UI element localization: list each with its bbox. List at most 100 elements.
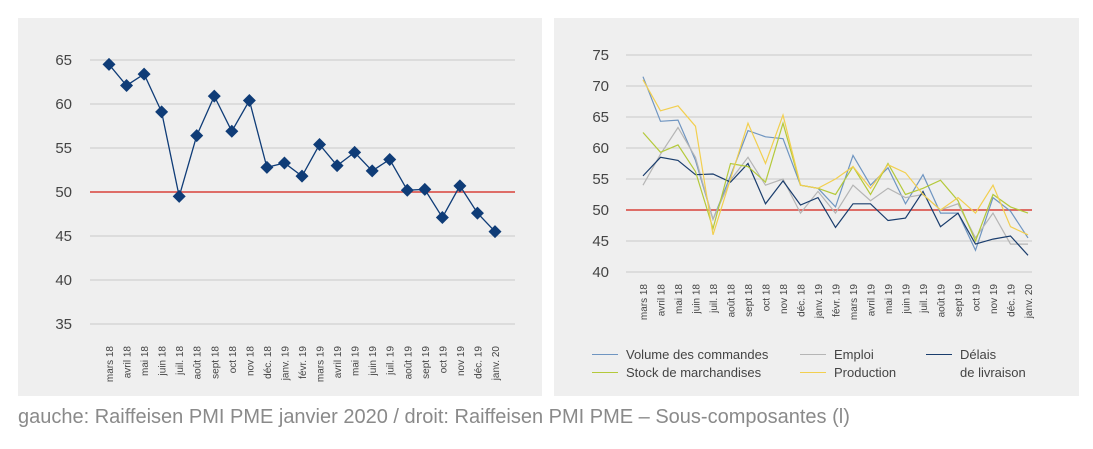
- left-point-5: [190, 129, 204, 143]
- left-xtick-13: avril 19: [333, 346, 344, 379]
- left-xtick-21: déc. 19: [473, 346, 484, 379]
- right-xtick-18: sept 19: [954, 284, 965, 317]
- right-xtick-13: avril 19: [867, 284, 878, 317]
- left-xtick-22: janv. 20: [491, 346, 502, 382]
- left-xtick-20: nov 19: [456, 346, 467, 376]
- left-xtick-17: août 19: [403, 346, 414, 380]
- right-ytick-45: 45: [592, 233, 609, 250]
- right-xtick-11: févr. 19: [832, 284, 843, 317]
- left-xtick-6: sept 18: [210, 346, 221, 379]
- left-point-13: [330, 159, 344, 173]
- left-xtick-16: juil. 19: [386, 346, 397, 376]
- left-point-3: [155, 105, 169, 119]
- left-point-6: [207, 89, 221, 103]
- legend-swatch-emploi: [800, 354, 826, 355]
- left-point-22: [488, 225, 502, 239]
- left-chart: 35 40 45 50 55 60 65 mars 18 avril 18 mai 18 juin …: [55, 52, 515, 383]
- left-point-14: [348, 145, 362, 159]
- right-xtick-12: mars 19: [849, 284, 860, 321]
- right-xtick-19: oct 19: [972, 284, 983, 312]
- right-ytick-55: 55: [592, 171, 609, 188]
- left-point-8: [242, 93, 256, 107]
- left-xtick-5: août 18: [193, 346, 204, 380]
- right-xtick-22: janv. 20: [1024, 284, 1035, 320]
- right-chart-panel: 40 45 50 55 60 65 70 75 mars 18 avril 18 mai 18 jui…: [554, 18, 1079, 396]
- right-xtick-4: juil. 18: [709, 284, 720, 314]
- left-xtick-12: mars 19: [316, 346, 327, 383]
- right-ytick-75: 75: [592, 47, 609, 64]
- figure-caption: gauche: Raiffeisen PMI PME janvier 2020 …: [18, 406, 850, 428]
- left-point-7: [225, 124, 239, 138]
- left-xtick-0: mars 18: [105, 346, 116, 383]
- left-xtick-10: janv. 19: [280, 346, 291, 382]
- right-xtick-20: nov 19: [989, 284, 1000, 314]
- right-xtick-5: août 18: [727, 284, 738, 318]
- left-point-1: [120, 79, 134, 93]
- right-xtick-2: mai 18: [674, 284, 685, 314]
- left-ytick-55: 55: [55, 140, 72, 157]
- left-point-15: [365, 164, 379, 178]
- left-xtick-18: sept 19: [421, 346, 432, 379]
- right-xtick-14: mai 19: [884, 284, 895, 314]
- legend-label-production: Production: [834, 365, 897, 380]
- left-point-17: [400, 183, 414, 197]
- right-xtick-15: juin 19: [902, 284, 913, 315]
- right-ytick-65: 65: [592, 109, 609, 126]
- right-xtick-9: déc. 18: [797, 284, 808, 317]
- left-xtick-19: oct 19: [438, 346, 449, 374]
- legend-label-delais: Délais: [960, 347, 997, 362]
- left-point-20: [453, 179, 467, 193]
- left-point-9: [260, 160, 274, 174]
- left-point-0: [102, 57, 116, 71]
- right-xtick-17: août 19: [937, 284, 948, 318]
- right-xtick-10: janv. 19: [814, 284, 825, 320]
- left-xtick-15: juin 19: [368, 346, 379, 377]
- legend-swatch-volume: [592, 354, 618, 355]
- right-series-line-2: [642, 156, 1029, 256]
- left-point-21: [470, 206, 484, 220]
- right-series-line-4: [642, 79, 1029, 236]
- left-chart-panel: 35 40 45 50 55 60 65 mars 18 avril 18 mai 18 juin …: [18, 18, 542, 396]
- right-xtick-16: juil. 19: [919, 284, 930, 314]
- left-xtick-7: oct 18: [228, 346, 239, 374]
- left-point-10: [277, 156, 291, 170]
- legend-label-volume: Volume des commandes: [626, 347, 769, 362]
- legend-swatch-stock: [592, 372, 618, 373]
- left-point-11: [295, 169, 309, 183]
- right-xtick-7: oct 18: [762, 284, 773, 312]
- legend-swatch-delais: [926, 354, 952, 355]
- right-ytick-60: 60: [592, 140, 609, 157]
- right-ytick-40: 40: [592, 264, 609, 281]
- left-ytick-60: 60: [55, 96, 72, 113]
- left-xtick-3: juin 18: [158, 346, 169, 377]
- right-ytick-50: 50: [592, 202, 609, 219]
- left-point-12: [313, 137, 327, 151]
- right-ytick-70: 70: [592, 78, 609, 95]
- left-ytick-65: 65: [55, 52, 72, 69]
- left-ytick-45: 45: [55, 228, 72, 245]
- left-xtick-9: déc. 18: [263, 346, 274, 379]
- left-ytick-35: 35: [55, 316, 72, 333]
- right-xtick-8: nov 18: [779, 284, 790, 314]
- left-xtick-14: mai 19: [351, 346, 362, 376]
- left-point-16: [383, 152, 397, 166]
- legend-label-emploi: Emploi: [834, 347, 874, 362]
- right-xtick-6: sept 18: [744, 284, 755, 317]
- legend-label-stock: Stock de marchandises: [626, 365, 762, 380]
- right-series-line-3: [642, 121, 1029, 243]
- right-xtick-1: avril 18: [657, 284, 668, 317]
- left-point-19: [435, 211, 449, 225]
- left-ytick-40: 40: [55, 272, 72, 289]
- left-point-18: [418, 182, 432, 196]
- right-xtick-0: mars 18: [639, 284, 650, 321]
- right-xtick-3: juin 18: [692, 284, 703, 315]
- left-xtick-4: juil. 18: [175, 346, 186, 376]
- left-point-4: [172, 189, 186, 203]
- right-xtick-21: déc. 19: [1007, 284, 1018, 317]
- left-point-2: [137, 67, 151, 81]
- left-xtick-8: nov 18: [245, 346, 256, 376]
- left-xtick-1: avril 18: [123, 346, 134, 379]
- left-ytick-50: 50: [55, 184, 72, 201]
- legend-swatch-production: [800, 372, 826, 373]
- right-series-line-0: [642, 76, 1029, 252]
